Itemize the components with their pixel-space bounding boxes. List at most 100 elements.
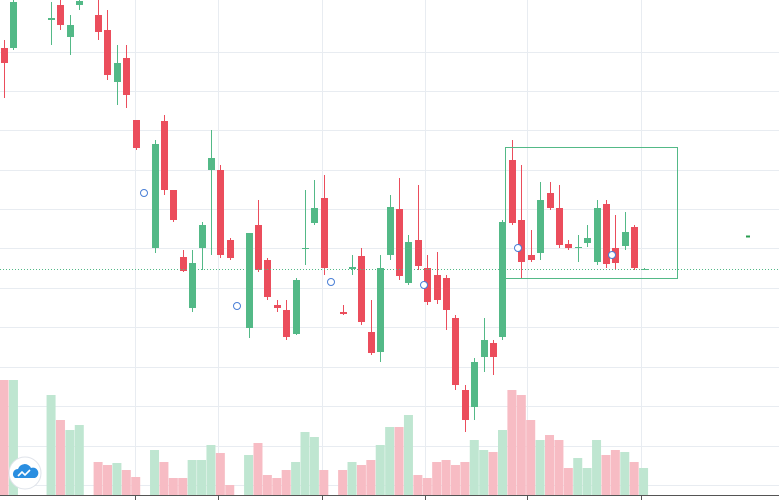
event-marker[interactable] [608,251,616,259]
candle-body [217,170,224,255]
candle-body [76,1,83,5]
candle-body [133,120,140,148]
candle-body [283,310,290,337]
candle-body [434,275,441,300]
volume-bar [413,475,423,495]
candle-body [349,267,356,269]
candle-body [452,318,459,385]
volume-bar [488,452,498,495]
candle-body [565,244,572,248]
candle-body [10,2,17,48]
candle-body [631,227,638,268]
volume-bar [0,380,9,495]
volume-bar [178,478,188,495]
candle-body [170,190,177,220]
volume-bar [46,395,56,495]
volume-bar [159,462,169,495]
volume-bar [309,437,319,495]
volume-bar [601,455,611,495]
candle-body [481,340,488,357]
volume-bar [281,470,291,495]
volume-bar [93,462,103,495]
candle-body [255,225,262,270]
selection-box[interactable] [505,147,678,279]
volume-bar [225,485,235,495]
candle-body [499,222,506,337]
volume-bar [8,380,18,495]
candle-body [311,208,318,223]
candle-body [48,18,55,20]
volume-bar [432,462,442,495]
candle-body [57,5,64,25]
candle-body [321,198,328,268]
volume-bar [262,475,272,495]
candle-body [161,121,168,190]
volume-bar [168,478,178,495]
candle-body [462,390,469,420]
volume-bar [592,440,602,495]
volume-bar [375,445,385,495]
candle-body [584,238,591,243]
event-marker[interactable] [514,244,522,252]
candle-body [575,247,582,248]
candle-body [415,240,422,266]
candle-body [594,208,601,262]
candle-body [123,58,130,95]
candle-layer [0,0,779,432]
candle-body [537,200,544,253]
volume-bar [131,477,141,495]
candle-body [443,278,450,310]
event-marker[interactable] [420,281,428,289]
volume-bar [291,462,301,495]
volume-bar [121,470,131,495]
volume-bar [206,445,216,495]
candle-body [603,204,610,264]
candle-body [641,269,648,270]
event-marker[interactable] [327,278,335,286]
candle-body [405,242,412,283]
volume-bar [573,458,583,495]
logo-button[interactable] [8,456,42,490]
volume-bar [394,427,404,495]
volume-bar [460,462,470,495]
volume-bar [563,468,573,495]
volume-bar [450,465,460,495]
candle-body [518,220,525,262]
volume-bar [55,420,65,495]
candle-body [199,225,206,248]
candle-body [556,208,563,245]
candle-body [67,25,74,37]
candle-body [358,256,365,322]
candle-body [189,263,196,308]
volume-bar [479,450,489,495]
event-markers[interactable] [140,189,616,310]
candle-body [274,305,281,308]
candle-body [152,144,159,248]
candle-body [490,343,497,357]
volume-bar [610,450,620,495]
volume-bar [403,415,413,495]
volume-bar [620,452,630,495]
volume-bar [526,420,536,495]
volume-bar [215,453,225,495]
candle-body [528,255,535,260]
volume-bar [516,395,526,495]
candle-body [471,362,478,407]
candle-body [377,268,384,352]
volume-bar [422,478,432,495]
candle-body [95,15,102,32]
candle-body [104,30,111,75]
volume-bar [441,460,451,495]
event-marker[interactable] [140,189,148,197]
candle-body [264,260,271,297]
volume-bar [197,460,207,495]
candle-body [208,158,215,170]
candle-body [114,63,121,82]
volume-bar [366,460,376,495]
volume-bar [272,478,282,495]
candle-body [509,160,516,223]
event-marker[interactable] [233,302,241,310]
volume-bar [150,450,160,495]
volume-bar [554,440,564,495]
